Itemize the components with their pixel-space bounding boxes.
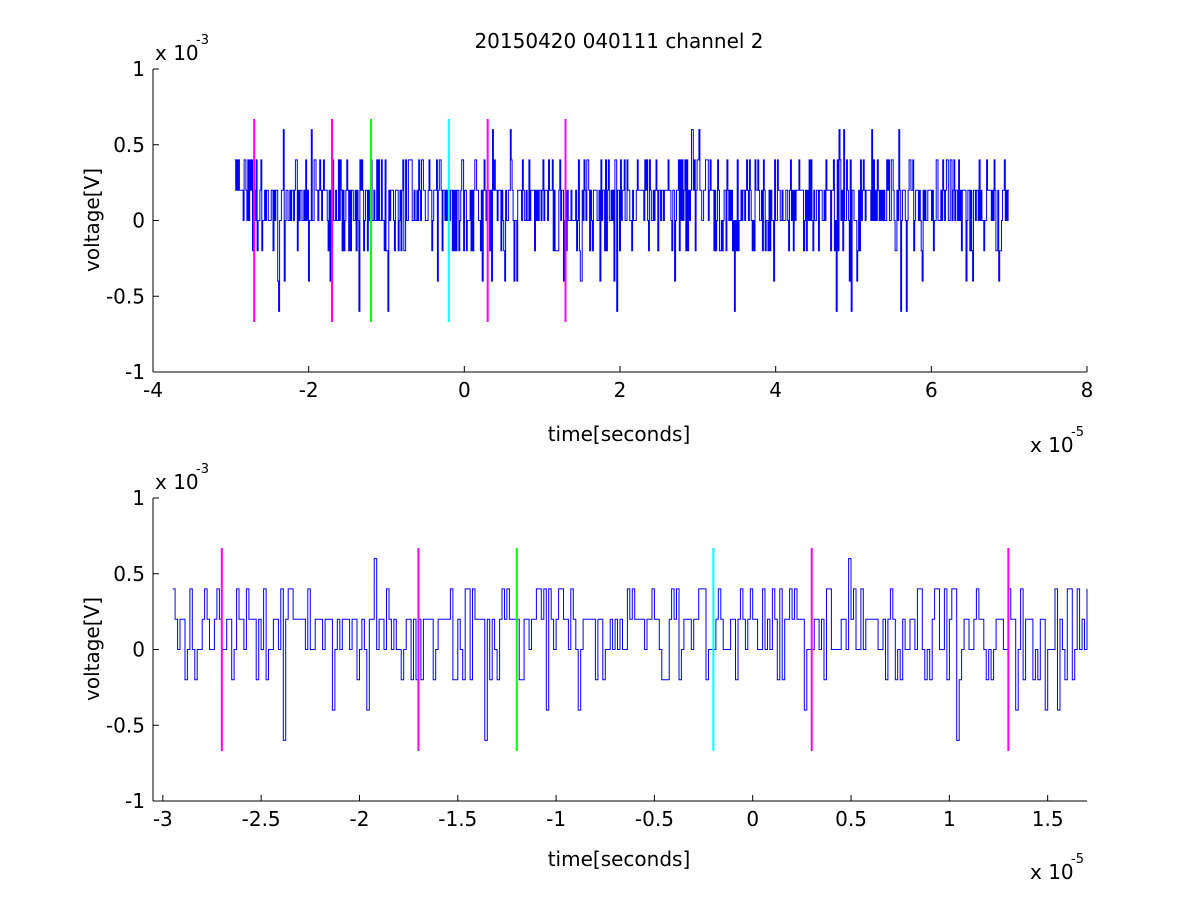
- top-xlabel: time[seconds]: [548, 422, 691, 446]
- bottom-ticks: -3 -2.5 -2 -1.5 -1 -0.5 0 0.5 1 1.5 1 0.5 0 -0.5 -1: [106, 486, 1064, 831]
- top-xtick-label: 0: [458, 378, 471, 402]
- bottom-xtick-label: -2: [349, 807, 369, 831]
- top-xtick-label: 4: [769, 378, 782, 402]
- bottom-ytick-label: 0.5: [113, 562, 145, 586]
- bottom-plot: -3 -2.5 -2 -1.5 -1 -0.5 0 0.5 1 1.5 1 0.5 0 -0.5 -1 vo…: [80, 462, 1088, 884]
- bottom-x-exponent: -5: [1071, 852, 1084, 867]
- top-ytick-label: 0: [132, 209, 145, 233]
- top-signal-layer: [234, 129, 1009, 312]
- bottom-y-exponent: -3: [196, 462, 209, 477]
- top-ytick-label: -1: [125, 360, 145, 384]
- top-x-multiplier: x 10: [1030, 433, 1074, 457]
- top-axes-frame: [152, 69, 1087, 373]
- top-y-multiplier: x 10: [155, 41, 199, 65]
- bottom-ylabel: voltage[V]: [80, 597, 104, 701]
- bottom-xtick-label: -1.5: [438, 807, 477, 831]
- bottom-y-multiplier: x 10: [155, 470, 199, 494]
- top-ytick-label: 0.5: [113, 133, 145, 157]
- top-xtick-label: -2: [299, 378, 319, 402]
- bottom-xtick-label: 1.5: [1032, 807, 1064, 831]
- bottom-xtick-label: 0.5: [835, 807, 867, 831]
- bottom-signal-trace: [172, 558, 1088, 741]
- top-ytick-label: 1: [132, 57, 145, 81]
- bottom-ytick-label: -1: [125, 789, 145, 813]
- top-y-exponent: -3: [196, 33, 209, 48]
- top-signal-trace: [234, 129, 1009, 312]
- bottom-marker-lines: [220, 547, 1010, 752]
- bottom-xtick-label: -3: [153, 807, 173, 831]
- top-ylabel: voltage[V]: [80, 168, 104, 272]
- top-x-exponent: -5: [1071, 425, 1084, 440]
- bottom-xtick-label: -2.5: [242, 807, 281, 831]
- bottom-xtick-label: 0: [746, 807, 759, 831]
- top-marker-lines: [253, 118, 567, 323]
- top-xtick-label: 2: [614, 378, 627, 402]
- bottom-xtick-label: -0.5: [635, 807, 674, 831]
- bottom-xlabel: time[seconds]: [548, 847, 691, 871]
- figure-title: 20150420 040111 channel 2: [474, 29, 763, 53]
- top-xtick-label: -4: [143, 378, 163, 402]
- bottom-x-multiplier: x 10: [1030, 860, 1074, 884]
- top-ytick-label: -0.5: [106, 284, 145, 308]
- bottom-ytick-label: 1: [132, 486, 145, 510]
- bottom-xtick-label: -1: [546, 807, 566, 831]
- bottom-xtick-label: 1: [943, 807, 956, 831]
- bottom-ytick-label: -0.5: [106, 713, 145, 737]
- bottom-axes-frame: [152, 498, 1087, 802]
- top-ticks: -4 -2 0 2 4 6 8 1 0.5 0 -0.5 -1: [106, 57, 1093, 402]
- bottom-signal-layer: [172, 558, 1088, 741]
- top-plot: -4 -2 0 2 4 6 8 1 0.5 0 -0.5 -1 voltage[V] time[sec…: [80, 33, 1093, 457]
- top-xtick-label: 8: [1081, 378, 1094, 402]
- bottom-ytick-label: 0: [132, 638, 145, 662]
- top-xtick-label: 6: [925, 378, 938, 402]
